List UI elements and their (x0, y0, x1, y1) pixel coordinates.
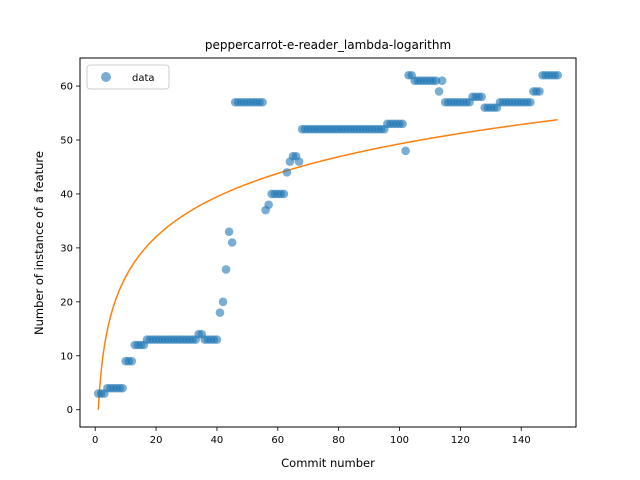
y-axis-title: Number of instance of a feature (32, 151, 46, 335)
x-axis-title: Commit number (281, 456, 375, 470)
plot-frame (79, 57, 577, 428)
x-tick-label: 60 (271, 435, 284, 446)
data-point (477, 92, 486, 102)
legend-marker-data (101, 72, 111, 82)
data-point (118, 383, 127, 393)
y-ticks: 0 10 20 30 40 50 60 (60, 82, 80, 416)
data-point (258, 97, 267, 107)
chart-title: peppercarrot-e-reader_lambda-logarithm (205, 38, 451, 52)
data-point (264, 200, 273, 210)
data-point (294, 157, 304, 166)
data-point (437, 76, 447, 85)
data-point (212, 335, 222, 344)
x-ticks: 0 20 40 60 80 100 120 140 (92, 427, 531, 446)
data-point (431, 76, 441, 85)
axes-layer (79, 57, 577, 428)
legend-label-data: data (132, 73, 155, 84)
data-point (215, 308, 225, 317)
data-point (227, 238, 237, 247)
data-point (218, 297, 228, 307)
fit-curve (97, 118, 558, 410)
y-tick-label: 50 (60, 136, 73, 147)
points-layer (93, 70, 563, 398)
data-point (535, 87, 544, 96)
x-tick-label: 20 (150, 435, 163, 446)
data-point (221, 265, 231, 274)
data-point (434, 87, 444, 96)
y-tick-label: 40 (60, 189, 73, 200)
x-tick-label: 120 (451, 435, 470, 446)
legend: data (86, 64, 170, 90)
data-point (127, 356, 137, 366)
x-tick-label: 40 (211, 435, 224, 446)
y-tick-label: 10 (60, 351, 73, 362)
legend-box (86, 64, 170, 90)
x-tick-label: 0 (92, 435, 98, 446)
data-point (279, 189, 289, 199)
x-tick-label: 140 (512, 435, 531, 446)
plot-area (93, 70, 563, 410)
y-tick-label: 0 (67, 405, 73, 416)
y-tick-label: 20 (60, 297, 73, 308)
data-point (398, 119, 407, 129)
y-tick-label: 30 (60, 243, 73, 254)
data-point (224, 227, 234, 237)
data-point (553, 70, 563, 80)
fit-layer (97, 118, 558, 410)
data-point (526, 97, 535, 107)
x-tick-label: 80 (332, 435, 345, 446)
x-tick-label: 100 (390, 435, 409, 446)
y-tick-label: 60 (60, 82, 73, 93)
data-point (282, 168, 292, 177)
data-point (401, 146, 410, 156)
